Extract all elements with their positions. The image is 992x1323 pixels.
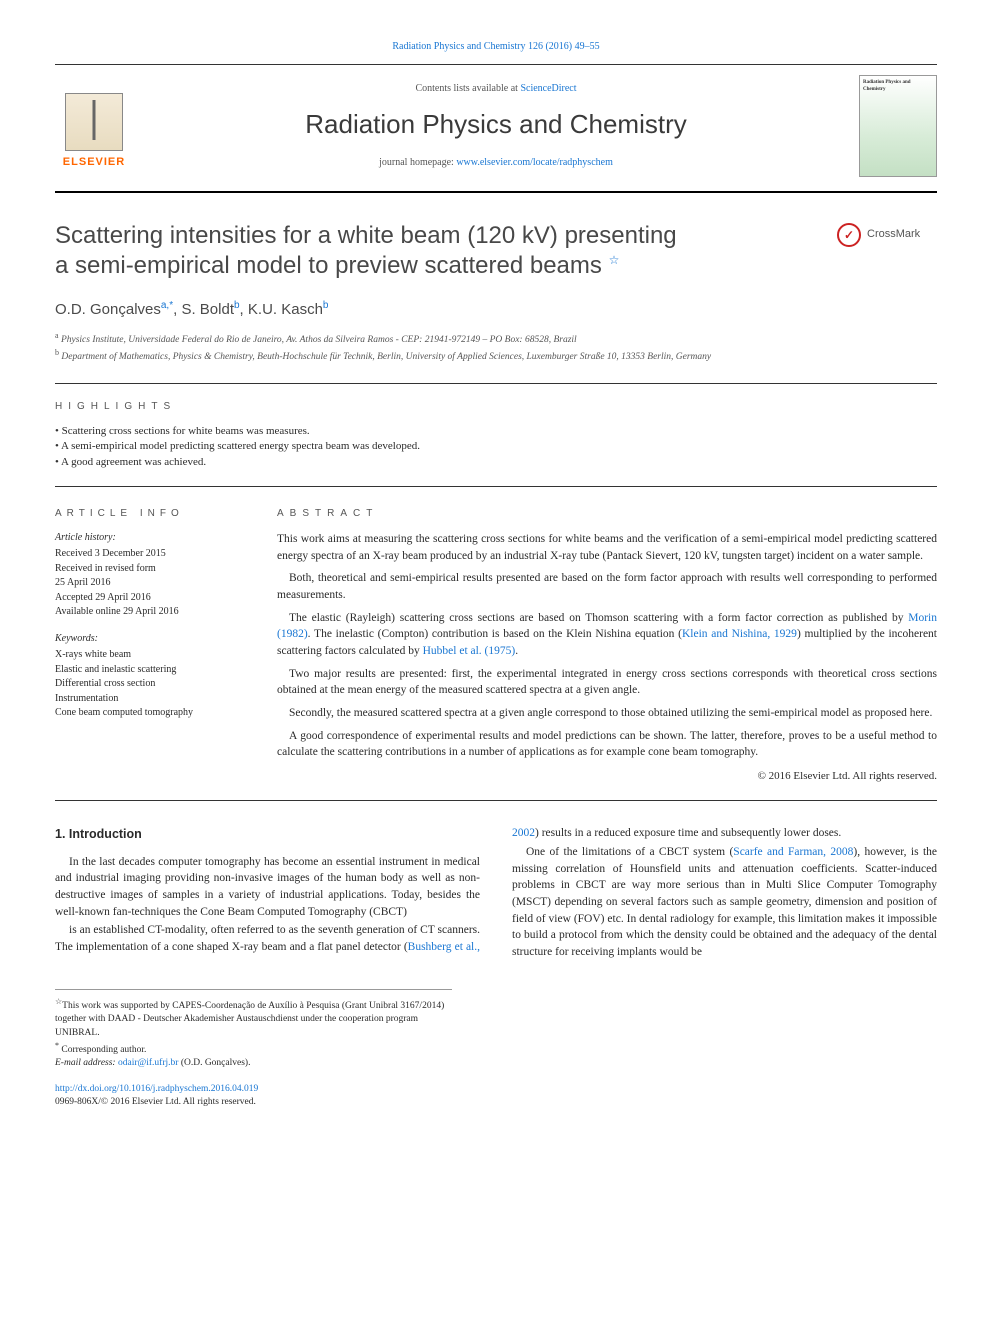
rule (55, 486, 937, 487)
abstract-p4: Two major results are presented: first, … (277, 666, 937, 699)
keyword: Instrumentation (55, 692, 245, 707)
contents-prefix: Contents lists available at (415, 83, 520, 94)
intro-heading: 1. Introduction (55, 825, 480, 843)
abstract-p2: Both, theoretical and semi-empirical res… (277, 570, 937, 603)
article-info-label: article info (55, 507, 245, 521)
abstract-p3: The elastic (Rayleigh) scattering cross … (277, 610, 937, 660)
affiliations: a Physics Institute, Universidade Federa… (55, 330, 937, 365)
top-citation[interactable]: Radiation Physics and Chemistry 126 (201… (55, 40, 937, 54)
footnotes: ☆This work was supported by CAPES-Coorde… (55, 989, 452, 1071)
ref-scarfe-farman[interactable]: Scarfe and Farman, 2008 (733, 846, 853, 858)
elsevier-logo[interactable]: ELSEVIER (55, 82, 133, 170)
doi-link[interactable]: http://dx.doi.org/10.1016/j.radphyschem.… (55, 1084, 258, 1094)
highlights-block: Scattering cross sections for white beam… (55, 424, 937, 470)
abstract-p5: Secondly, the measured scattered spectra… (277, 705, 937, 722)
highlights-label: HIGHLIGHTS (55, 400, 937, 414)
journal-homepage: journal homepage: www.elsevier.com/locat… (151, 156, 841, 170)
intro-p3-a: One of the limitations of a CBCT system … (526, 846, 733, 858)
author-3[interactable]: K.U. Kasch (248, 301, 323, 318)
intro-p3-b: ), however, is the missing correlation o… (512, 846, 937, 958)
ref-klein-nishina[interactable]: Klein and Nishina, 1929 (682, 628, 797, 640)
authors-line: O.D. Gonçalvesa,*, S. Boldtb, K.U. Kasch… (55, 299, 937, 320)
highlight-item: A good agreement was achieved. (55, 455, 937, 470)
title-line-2: a semi-empirical model to preview scatte… (55, 252, 602, 279)
article-history: Article history: Received 3 December 201… (55, 531, 245, 620)
abstract-copyright: © 2016 Elsevier Ltd. All rights reserved… (277, 769, 937, 784)
author-2[interactable]: S. Boldt (181, 301, 234, 318)
abstract-label: ABSTRACT (277, 507, 937, 521)
revised-1: Received in revised form (55, 562, 245, 577)
abs-p3-a: The elastic (Rayleigh) scattering cross … (289, 612, 908, 624)
keyword: X-rays white beam (55, 648, 245, 663)
issn-line: 0969-806X/© 2016 Elsevier Ltd. All right… (55, 1096, 937, 1109)
history-head: Article history: (55, 531, 245, 546)
doi-block: http://dx.doi.org/10.1016/j.radphyschem.… (55, 1083, 937, 1110)
fn-star: ☆This work was supported by CAPES-Coorde… (55, 996, 452, 1040)
keywords-block: Keywords: X-rays white beam Elastic and … (55, 632, 245, 721)
elsevier-wordmark: ELSEVIER (63, 155, 125, 170)
crossmark-icon: ✓ (837, 223, 861, 247)
article-info-col: article info Article history: Received 3… (55, 491, 245, 784)
author-1-sup[interactable]: a,* (161, 300, 173, 311)
contents-line: Contents lists available at ScienceDirec… (151, 82, 841, 96)
journal-cover-thumb[interactable]: Radiation Physics and Chemistry (859, 75, 937, 177)
crossmark-label: CrossMark (867, 227, 920, 242)
keyword: Differential cross section (55, 677, 245, 692)
fn-corr: * Corresponding author. (55, 1040, 452, 1057)
affiliation-a: a Physics Institute, Universidade Federa… (55, 330, 937, 347)
intro-p1: In the last decades computer tomography … (55, 854, 480, 921)
journal-name: Radiation Physics and Chemistry (151, 106, 841, 142)
email-who: (O.D. Gonçalves). (178, 1058, 250, 1068)
highlight-item: A semi-empirical model predicting scatte… (55, 439, 937, 454)
journal-header: ELSEVIER Contents lists available at Sci… (55, 64, 937, 193)
article-title: Scattering intensities for a white beam … (55, 221, 825, 281)
author-2-sup[interactable]: b (234, 300, 240, 311)
fn-email: E-mail address: odair@if.ufrj.br (O.D. G… (55, 1057, 452, 1070)
ref-hubbel[interactable]: Hubbel et al. (1975) (423, 645, 516, 657)
affiliation-a-text: Physics Institute, Universidade Federal … (61, 335, 577, 345)
fn-corr-text: Corresponding author. (61, 1045, 146, 1055)
title-line-1: Scattering intensities for a white beam … (55, 222, 677, 249)
intro-p3: One of the limitations of a CBCT system … (512, 844, 937, 961)
rule (55, 383, 937, 384)
accepted: Accepted 29 April 2016 (55, 591, 245, 606)
keywords-head: Keywords: (55, 632, 245, 647)
online: Available online 29 April 2016 (55, 605, 245, 620)
keyword: Cone beam computed tomography (55, 706, 245, 721)
abstract-p1: This work aims at measuring the scatteri… (277, 531, 937, 564)
abstract-p6: A good correspondence of experimental re… (277, 728, 937, 761)
fn-star-text: This work was supported by CAPES-Coorden… (55, 1001, 444, 1038)
email-link[interactable]: odair@if.ufrj.br (118, 1058, 178, 1068)
keyword: Elastic and inelastic scattering (55, 663, 245, 678)
cover-title: Radiation Physics and Chemistry (863, 79, 933, 93)
info-abstract-row: article info Article history: Received 3… (55, 491, 937, 801)
author-1[interactable]: O.D. Gonçalves (55, 301, 161, 318)
title-row: Scattering intensities for a white beam … (55, 221, 937, 281)
intro-p2-b: ) results in a reduced exposure time and… (535, 827, 841, 839)
author-3-sup[interactable]: b (323, 300, 329, 311)
abs-p3-b: . The inelastic (Compton) contribution i… (308, 628, 682, 640)
homepage-prefix: journal homepage: (379, 157, 456, 168)
highlight-item: Scattering cross sections for white beam… (55, 424, 937, 439)
homepage-link[interactable]: www.elsevier.com/locate/radphyschem (456, 157, 613, 168)
highlights-list: Scattering cross sections for white beam… (55, 424, 937, 470)
affiliation-b-text: Department of Mathematics, Physics & Che… (61, 353, 711, 363)
sciencedirect-link[interactable]: ScienceDirect (520, 83, 576, 94)
affiliation-b: b Department of Mathematics, Physics & C… (55, 347, 937, 364)
crossmark-badge[interactable]: ✓ CrossMark (837, 221, 937, 249)
header-center: Contents lists available at ScienceDirec… (151, 82, 841, 170)
body-two-column: 1. Introduction In the last decades comp… (55, 825, 937, 960)
revised-2: 25 April 2016 (55, 576, 245, 591)
email-label: E-mail address: (55, 1058, 118, 1068)
title-footnote-marker[interactable]: ☆ (609, 253, 620, 267)
received: Received 3 December 2015 (55, 547, 245, 562)
elsevier-tree-icon (65, 93, 123, 151)
abs-p3-d: . (515, 645, 518, 657)
abstract-col: ABSTRACT This work aims at measuring the… (277, 491, 937, 784)
